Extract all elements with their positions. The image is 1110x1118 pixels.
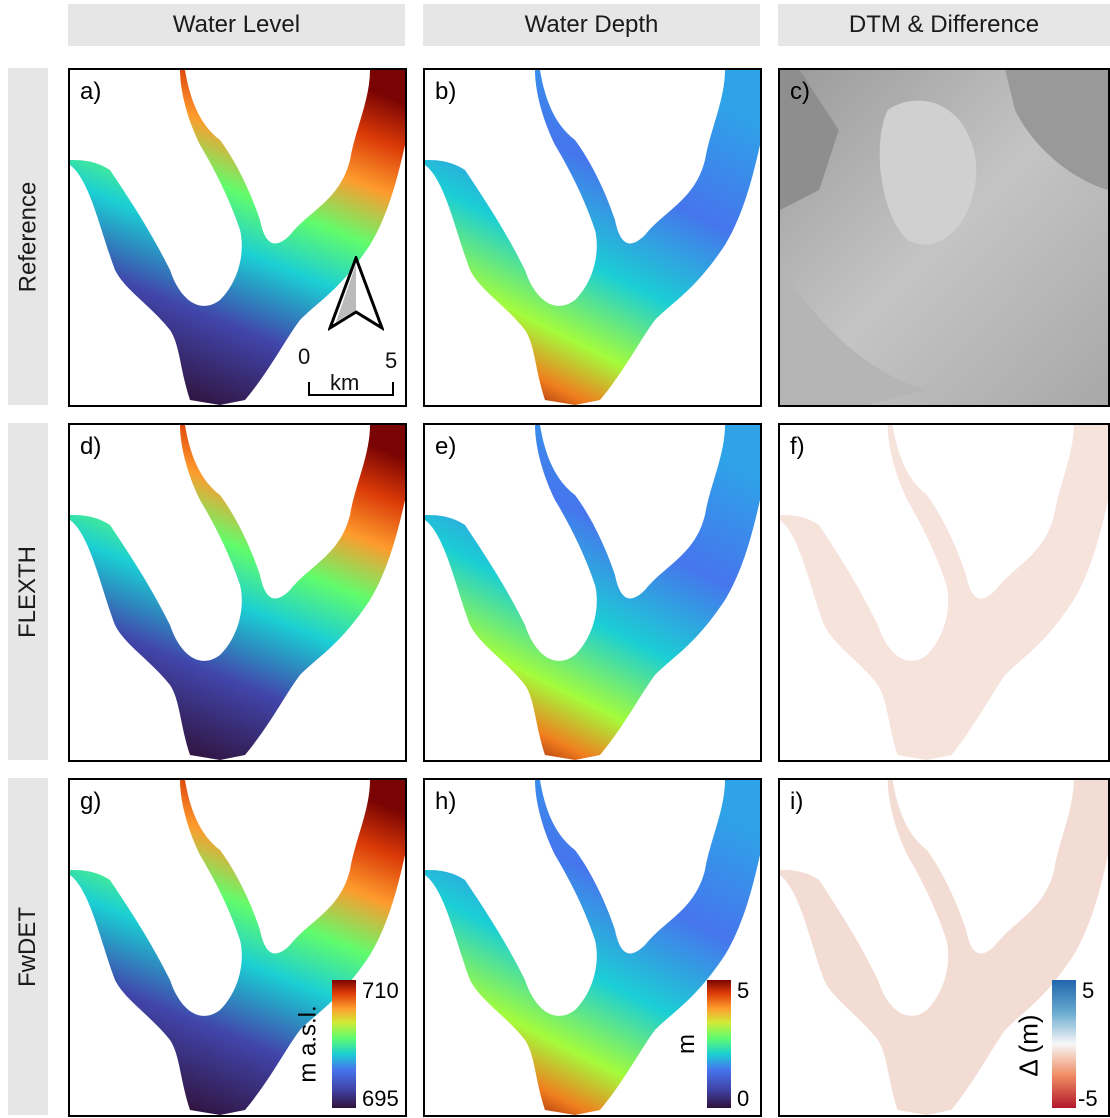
row-label-fwdet: FwDET xyxy=(14,906,41,987)
colorbar-diff-title: Δ (m) xyxy=(1013,1014,1044,1077)
map-water-depth xyxy=(425,425,760,760)
scalebar-unit: km xyxy=(330,370,360,395)
colorbar-diff xyxy=(1052,980,1076,1108)
row-label-flexth: FLEXTH xyxy=(14,545,42,638)
row-header-fwdet: FwDET xyxy=(8,778,48,1115)
north-arrow-icon xyxy=(328,256,384,331)
panel-h-fwdet-water-depth: h) 5 0 m xyxy=(423,778,762,1117)
colorbar-level-min: 695 xyxy=(362,1086,399,1111)
panel-label: a) xyxy=(80,78,102,105)
panel-label: c) xyxy=(790,78,810,105)
map-difference xyxy=(780,425,1108,760)
panel-d-flexth-water-level: d) xyxy=(68,423,407,762)
panel-a-reference-water-level: a) 0 5 km xyxy=(68,68,407,407)
map-water-depth xyxy=(425,70,760,405)
map-water-level xyxy=(70,425,405,760)
panel-label: g) xyxy=(80,788,102,815)
panel-f-flexth-difference: f) xyxy=(778,423,1110,762)
panel-g-fwdet-water-level: g) 710 695 m a.s.l. xyxy=(68,778,407,1117)
colorbar-diff-max: 5 xyxy=(1082,978,1095,1003)
map-water-level xyxy=(70,70,405,405)
colorbar-depth xyxy=(707,980,731,1108)
column-header-water-level: Water Level xyxy=(68,4,405,46)
colorbar-level-max: 710 xyxy=(362,978,399,1003)
colorbar-depth-title: m xyxy=(673,1034,700,1054)
panel-label: d) xyxy=(80,433,102,460)
panel-e-flexth-water-depth: e) xyxy=(423,423,762,762)
colorbar-depth-max: 5 xyxy=(737,978,750,1003)
column-header-dtm-difference: DTM & Difference xyxy=(778,4,1110,46)
panel-label: h) xyxy=(435,788,457,815)
colorbar-depth-min: 0 xyxy=(737,1086,750,1111)
panel-label: f) xyxy=(790,433,805,460)
colorbar-diff-min: -5 xyxy=(1078,1086,1098,1111)
scalebar-min: 0 xyxy=(298,344,311,369)
scalebar xyxy=(308,382,394,396)
panel-label: b) xyxy=(435,78,457,105)
panel-label: i) xyxy=(790,788,804,815)
row-header-reference: Reference xyxy=(8,68,48,405)
column-header-water-depth: Water Depth xyxy=(423,4,760,46)
colorbar-level xyxy=(332,980,356,1108)
panel-label: e) xyxy=(435,433,457,460)
row-label-reference: Reference xyxy=(14,181,42,292)
row-header-flexth: FLEXTH xyxy=(8,423,48,760)
panel-b-reference-water-depth: b) xyxy=(423,68,762,407)
colorbar-level-title: m a.s.l. xyxy=(294,1005,322,1083)
scalebar-max: 5 xyxy=(385,348,398,373)
panel-c-dtm-hillshade: c) xyxy=(778,68,1110,407)
panel-i-fwdet-difference: i) 5 -5 Δ (m) xyxy=(778,778,1110,1117)
map-dtm-hillshade xyxy=(780,70,1108,405)
